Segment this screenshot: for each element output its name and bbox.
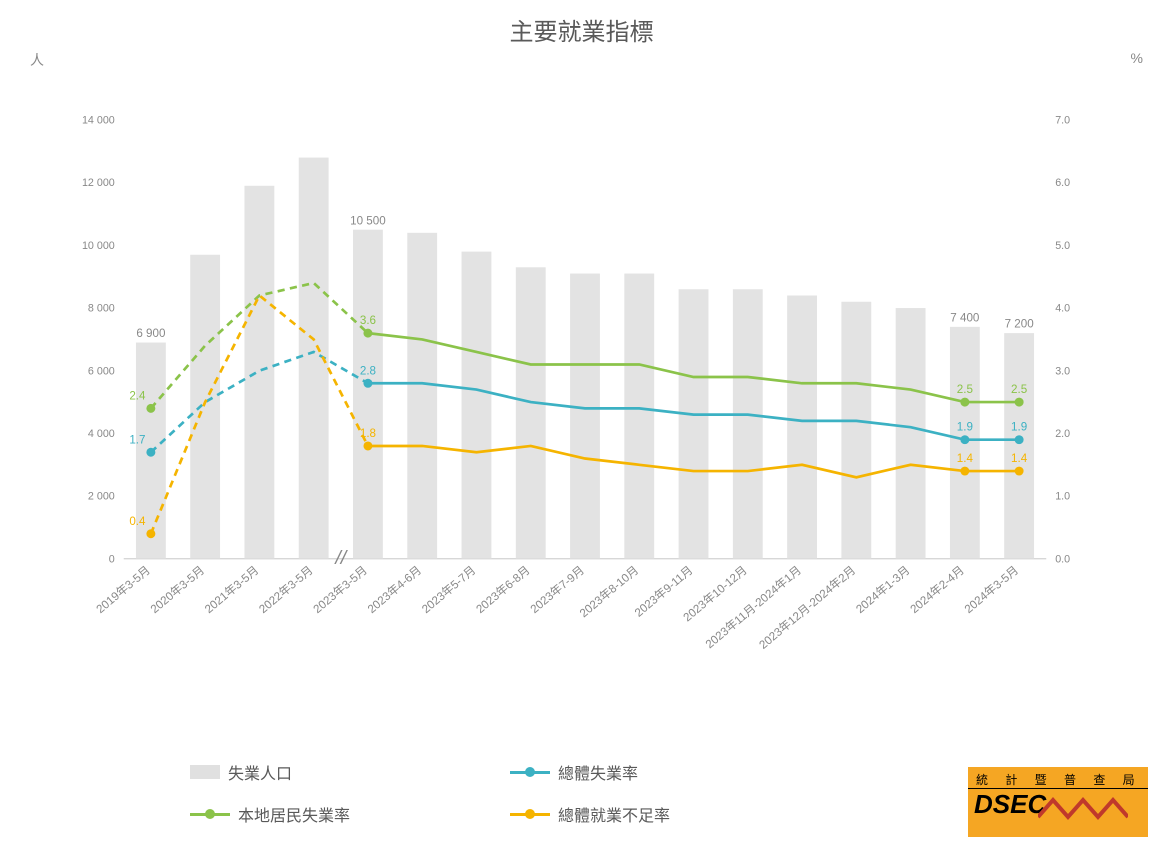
svg-text:2023年12月-2024年2月: 2023年12月-2024年2月 bbox=[756, 563, 858, 652]
y-axis-right-label: % bbox=[1131, 50, 1143, 66]
svg-text:4.0: 4.0 bbox=[1055, 303, 1070, 315]
svg-text:14 000: 14 000 bbox=[82, 115, 115, 127]
svg-text:2.4: 2.4 bbox=[129, 389, 146, 402]
chart-title: 主要就業指標 bbox=[0, 0, 1163, 47]
svg-text:6.0: 6.0 bbox=[1055, 177, 1070, 189]
svg-text:10 500: 10 500 bbox=[350, 214, 386, 227]
svg-text:5.0: 5.0 bbox=[1055, 240, 1070, 252]
legend-item-line3: 總體就業不足率 bbox=[510, 802, 770, 826]
chart-svg: 0 2 000 4 000 6 000 8 000 10 000 12 000 14 000 0… bbox=[70, 80, 1100, 760]
svg-text:2024年3-5月: 2024年3-5月 bbox=[962, 563, 1021, 616]
logo-top-text: 統 計 暨 普 查 局 bbox=[968, 767, 1148, 789]
svg-text:7 400: 7 400 bbox=[950, 311, 980, 324]
svg-text:2.0: 2.0 bbox=[1055, 428, 1070, 440]
legend-item-line1: 總體失業率 bbox=[510, 760, 770, 784]
legend-swatch-line bbox=[510, 813, 550, 816]
svg-text:2.5: 2.5 bbox=[1011, 383, 1027, 396]
svg-text:2019年3-5月: 2019年3-5月 bbox=[93, 563, 152, 616]
legend: 失業人口 總體失業率 本地居民失業率 總體就業不足率 bbox=[190, 760, 890, 844]
svg-text:6 900: 6 900 bbox=[136, 327, 166, 340]
logo-main-text: DSEC bbox=[968, 789, 1148, 820]
svg-text:2023年11月-2024年1月: 2023年11月-2024年1月 bbox=[703, 563, 804, 651]
svg-text:2 000: 2 000 bbox=[88, 491, 115, 503]
svg-text:3.0: 3.0 bbox=[1055, 365, 1070, 377]
svg-text:2.5: 2.5 bbox=[957, 383, 973, 396]
svg-text:0.4: 0.4 bbox=[129, 515, 146, 528]
dsec-logo: 統 計 暨 普 查 局 DSEC bbox=[968, 767, 1148, 837]
svg-text:2023年7-9月: 2023年7-9月 bbox=[527, 563, 586, 616]
svg-text:2022年3-5月: 2022年3-5月 bbox=[256, 563, 315, 616]
svg-text:1.8: 1.8 bbox=[360, 427, 376, 440]
svg-text:2024年1-3月: 2024年1-3月 bbox=[853, 563, 912, 616]
svg-text:12 000: 12 000 bbox=[82, 177, 115, 189]
svg-text:1.9: 1.9 bbox=[1011, 421, 1027, 434]
svg-text:2023年5-7月: 2023年5-7月 bbox=[419, 563, 478, 616]
svg-text:6 000: 6 000 bbox=[88, 365, 115, 377]
svg-text:8 000: 8 000 bbox=[88, 303, 115, 315]
svg-text:2023年6-8月: 2023年6-8月 bbox=[473, 563, 532, 616]
svg-text:2020年3-5月: 2020年3-5月 bbox=[148, 563, 207, 616]
svg-text:4 000: 4 000 bbox=[88, 428, 115, 440]
legend-label: 本地居民失業率 bbox=[238, 802, 350, 826]
svg-text:2023年4-6月: 2023年4-6月 bbox=[365, 563, 424, 616]
svg-text:1.0: 1.0 bbox=[1055, 491, 1070, 503]
chart-plot-area: 0 2 000 4 000 6 000 8 000 10 000 12 000 14 000 0… bbox=[70, 80, 1100, 570]
logo-zigzag-icon bbox=[1038, 795, 1128, 825]
svg-text:10 000: 10 000 bbox=[82, 240, 115, 252]
svg-text:1.4: 1.4 bbox=[957, 452, 974, 465]
svg-text:1.4: 1.4 bbox=[1011, 452, 1028, 465]
svg-text:0: 0 bbox=[109, 553, 115, 565]
svg-text:2.8: 2.8 bbox=[360, 364, 376, 377]
legend-label: 總體就業不足率 bbox=[558, 802, 670, 826]
svg-text:2023年8-10月: 2023年8-10月 bbox=[577, 563, 641, 620]
svg-text:3.6: 3.6 bbox=[360, 314, 376, 327]
svg-text:1.9: 1.9 bbox=[957, 421, 973, 434]
svg-text:1.7: 1.7 bbox=[129, 433, 145, 446]
svg-text:2024年2-4月: 2024年2-4月 bbox=[907, 563, 966, 616]
legend-swatch-bar bbox=[190, 765, 220, 779]
legend-item-line2: 本地居民失業率 bbox=[190, 802, 450, 826]
svg-text:2021年3-5月: 2021年3-5月 bbox=[202, 563, 261, 616]
svg-text:7.0: 7.0 bbox=[1055, 115, 1070, 127]
legend-label: 失業人口 bbox=[228, 760, 292, 784]
svg-text:0.0: 0.0 bbox=[1055, 553, 1070, 565]
y-axis-left-label: 人 bbox=[30, 50, 44, 70]
legend-label: 總體失業率 bbox=[558, 760, 638, 784]
svg-text:7 200: 7 200 bbox=[1005, 318, 1035, 331]
legend-swatch-line bbox=[510, 771, 550, 774]
legend-item-bars: 失業人口 bbox=[190, 760, 450, 784]
legend-swatch-line bbox=[190, 813, 230, 816]
svg-text:2023年3-5月: 2023年3-5月 bbox=[310, 563, 369, 616]
svg-text://: // bbox=[333, 547, 348, 569]
